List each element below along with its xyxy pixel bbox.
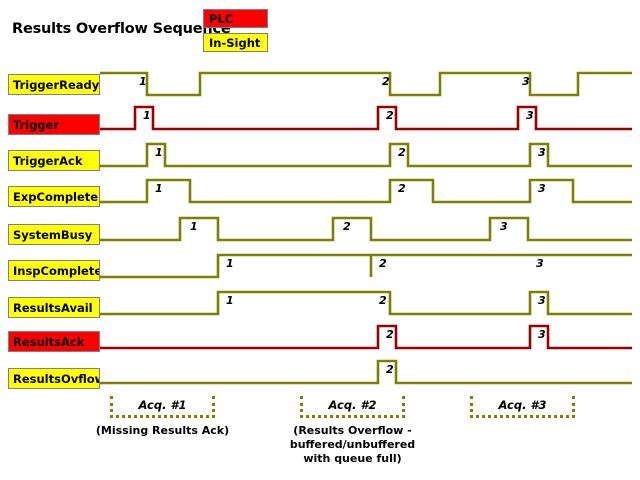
signal-label-expcomplete: ExpComplete	[8, 186, 100, 207]
signal-label-trigger: Trigger	[8, 114, 100, 135]
pulse-marker-expcomplete-2: 2	[398, 182, 406, 195]
pulse-marker-triggerack-3: 3	[538, 146, 546, 159]
pulse-marker-systembusy-3: 3	[500, 220, 508, 233]
waveform-trigger	[105, 105, 632, 131]
signal-label-inspcomplete: InspComplete	[8, 260, 100, 281]
pulse-marker-inspcomplete-3: 3	[536, 257, 544, 270]
acquisition-title: Acq. #2	[328, 398, 377, 412]
pulse-marker-triggerready-1: 1	[139, 75, 147, 88]
waveform-triggerready	[105, 71, 632, 97]
signal-label-text: InspComplete	[13, 263, 100, 278]
acquisition-bracket	[300, 396, 405, 418]
acquisition-bracket	[110, 396, 215, 418]
acquisition-note: (Results Overflow - buffered/unbuffered wi…	[289, 424, 416, 465]
pulse-marker-resultsavail-2: 2	[379, 294, 387, 307]
signal-label-text: ResultsAvail	[13, 300, 93, 315]
signal-label-resultsack: ResultsAck	[8, 331, 100, 352]
legend-plc-label: PLC	[209, 11, 234, 26]
signal-label-text: ResultsAck	[13, 334, 85, 349]
pulse-marker-resultsavail-1: 1	[226, 294, 234, 307]
signal-label-triggerready: TriggerReady	[8, 74, 100, 95]
pulse-marker-resultsavail-3: 3	[538, 294, 546, 307]
signal-label-text: TriggerAck	[13, 153, 83, 168]
waveform-resultsack	[105, 324, 632, 350]
page-title: Results Overflow Sequence	[12, 21, 231, 37]
acquisition-title: Acq. #1	[138, 398, 187, 412]
pulse-marker-inspcomplete-2: 2	[379, 257, 387, 270]
pulse-marker-triggerack-1: 1	[155, 146, 163, 159]
signal-label-resultsavail: ResultsAvail	[8, 297, 100, 318]
pulse-marker-resultsack-3: 3	[538, 328, 546, 341]
pulse-marker-triggerready-2: 2	[382, 75, 390, 88]
pulse-marker-trigger-3: 3	[526, 109, 534, 122]
signal-label-text: ExpComplete	[13, 189, 99, 204]
acquisition-bracket	[470, 396, 575, 418]
waveform-systembusy	[105, 216, 632, 242]
pulse-marker-expcomplete-3: 3	[538, 182, 546, 195]
legend-in-sight-label: In-Sight	[209, 35, 261, 50]
pulse-marker-trigger-2: 2	[386, 109, 394, 122]
signal-label-text: ResultsOvflow	[13, 371, 100, 386]
signal-label-text: TriggerReady	[13, 77, 100, 92]
legend-plc: PLC	[203, 9, 268, 28]
waveform-resultsavail	[105, 290, 632, 316]
pulse-marker-resultsovflow-2: 2	[386, 363, 394, 376]
waveform-expcomplete	[105, 178, 632, 204]
pulse-marker-systembusy-1: 1	[190, 220, 198, 233]
signal-label-text: Trigger	[13, 117, 60, 132]
acquisition-note: (Missing Results Ack)	[95, 424, 230, 437]
signal-label-triggerack: TriggerAck	[8, 150, 100, 171]
pulse-marker-systembusy-2: 2	[343, 220, 351, 233]
pulse-marker-resultsack-2: 2	[386, 328, 394, 341]
pulse-marker-trigger-1: 1	[143, 109, 151, 122]
legend-in-sight: In-Sight	[203, 33, 268, 52]
waveform-triggerack	[105, 142, 632, 168]
acquisition-title: Acq. #3	[498, 398, 547, 412]
waveform-inspcomplete	[105, 253, 632, 279]
waveform-resultsovflow	[105, 359, 632, 385]
signal-label-systembusy: SystemBusy	[8, 224, 100, 245]
signal-label-resultsovflow: ResultsOvflow	[8, 368, 100, 389]
pulse-marker-triggerack-2: 2	[398, 146, 406, 159]
signal-label-text: SystemBusy	[13, 227, 93, 242]
pulse-marker-triggerready-3: 3	[522, 75, 530, 88]
pulse-marker-expcomplete-1: 1	[155, 182, 163, 195]
pulse-marker-inspcomplete-1: 1	[226, 257, 234, 270]
